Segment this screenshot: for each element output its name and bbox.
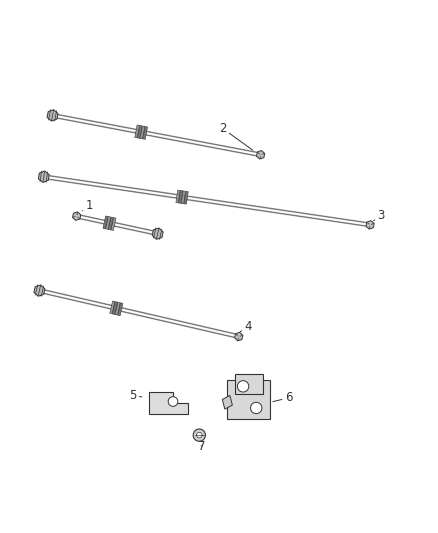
Text: 5: 5 (129, 389, 142, 402)
Polygon shape (222, 395, 232, 409)
Circle shape (251, 402, 262, 414)
FancyBboxPatch shape (227, 379, 270, 419)
Polygon shape (143, 126, 148, 139)
Polygon shape (118, 303, 123, 316)
Polygon shape (149, 392, 188, 414)
Polygon shape (106, 216, 111, 229)
FancyBboxPatch shape (235, 374, 262, 394)
Text: 3: 3 (374, 209, 385, 222)
Circle shape (237, 381, 249, 392)
Polygon shape (103, 216, 108, 229)
Polygon shape (108, 217, 113, 230)
Circle shape (197, 432, 202, 438)
Polygon shape (179, 190, 183, 204)
Polygon shape (111, 217, 116, 230)
Polygon shape (152, 228, 163, 239)
Polygon shape (115, 302, 120, 315)
Text: 4: 4 (240, 320, 252, 334)
Polygon shape (135, 125, 140, 138)
Polygon shape (138, 125, 142, 139)
Polygon shape (47, 110, 58, 121)
Text: 6: 6 (273, 391, 292, 405)
Text: 1: 1 (82, 199, 93, 212)
Text: 7: 7 (198, 440, 205, 453)
Polygon shape (39, 171, 49, 182)
Polygon shape (366, 221, 374, 229)
Polygon shape (110, 301, 115, 314)
Polygon shape (140, 126, 145, 139)
Circle shape (168, 397, 178, 406)
Polygon shape (113, 302, 118, 314)
Polygon shape (235, 333, 243, 341)
Polygon shape (176, 190, 180, 203)
Polygon shape (184, 191, 188, 204)
Polygon shape (73, 212, 81, 220)
Polygon shape (257, 150, 265, 159)
Polygon shape (34, 285, 45, 296)
Polygon shape (181, 191, 186, 204)
Text: 2: 2 (219, 122, 253, 150)
Circle shape (193, 429, 205, 441)
